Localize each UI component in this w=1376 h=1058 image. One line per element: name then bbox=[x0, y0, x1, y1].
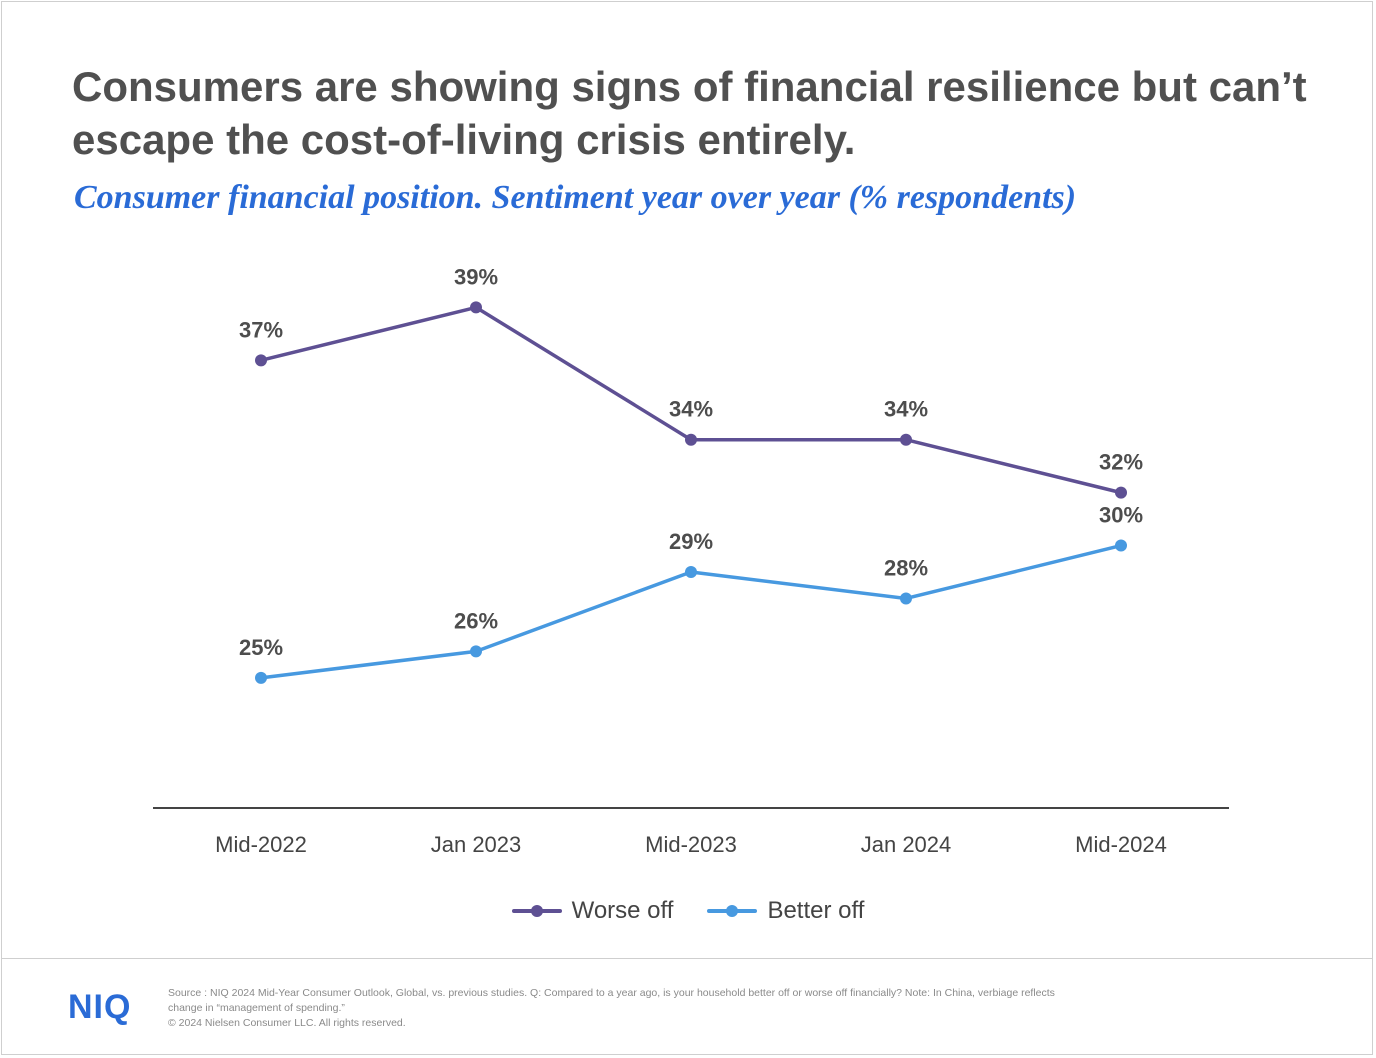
copyright-line: © 2024 Nielsen Consumer LLC. All rights … bbox=[168, 1017, 406, 1029]
line-chart: Mid-2022 Jan 2023 Mid-2023 Jan 2024 Mid-2024… bbox=[153, 264, 1229, 857]
legend-item-better-off: Better off bbox=[707, 897, 864, 925]
source-line-1: Source : NIQ 2024 Mid-Year Consumer Outl… bbox=[168, 987, 1055, 999]
chart-legend: Worse off Better off bbox=[0, 891, 1376, 931]
data-point-worse-off bbox=[1115, 486, 1127, 499]
data-point-better-off bbox=[900, 592, 912, 605]
footer-divider bbox=[1, 958, 1373, 959]
data-point-worse-off bbox=[470, 301, 482, 314]
data-point-better-off bbox=[685, 566, 697, 578]
x-tick-label: Mid-2022 bbox=[215, 832, 307, 857]
x-tick-label: Mid-2023 bbox=[645, 832, 737, 857]
data-point-worse-off bbox=[255, 354, 267, 367]
data-label-worse-off: 39% bbox=[454, 264, 498, 289]
chart-subtitle: Consumer financial position. Sentiment y… bbox=[74, 179, 1077, 216]
data-label-better-off: 26% bbox=[454, 608, 498, 633]
legend-item-worse-off: Worse off bbox=[511, 897, 674, 925]
legend-swatch-better-off bbox=[707, 904, 758, 918]
data-label-better-off: 30% bbox=[1099, 503, 1143, 528]
data-label-worse-off: 34% bbox=[669, 397, 713, 422]
data-label-worse-off: 37% bbox=[239, 317, 283, 342]
data-label-better-off: 28% bbox=[884, 555, 928, 580]
data-label-worse-off: 32% bbox=[1099, 450, 1143, 475]
data-point-better-off bbox=[1115, 539, 1127, 552]
data-label-better-off: 29% bbox=[669, 529, 713, 554]
source-note: Source : NIQ 2024 Mid-Year Consumer Outl… bbox=[168, 986, 1208, 1031]
chart-title: Consumers are showing signs of financial… bbox=[72, 63, 1307, 163]
x-tick-label: Mid-2024 bbox=[1075, 832, 1167, 857]
legend-label-worse-off: Worse off bbox=[571, 897, 674, 924]
legend-swatch-worse-off bbox=[511, 904, 562, 918]
niq-logo: NIQ bbox=[68, 988, 132, 1026]
data-point-worse-off bbox=[685, 433, 697, 446]
data-point-worse-off bbox=[900, 433, 912, 446]
data-label-worse-off: 34% bbox=[884, 397, 928, 422]
x-tick-label: Jan 2023 bbox=[431, 832, 522, 857]
data-point-better-off bbox=[470, 645, 482, 658]
legend-label-better-off: Better off bbox=[767, 897, 865, 924]
data-point-better-off bbox=[255, 671, 267, 684]
series-line-better-off bbox=[259, 543, 1123, 680]
x-tick-label: Jan 2024 bbox=[861, 832, 952, 857]
data-label-better-off: 25% bbox=[239, 635, 283, 660]
source-line-2: change in “management of spending.” bbox=[168, 1002, 345, 1014]
